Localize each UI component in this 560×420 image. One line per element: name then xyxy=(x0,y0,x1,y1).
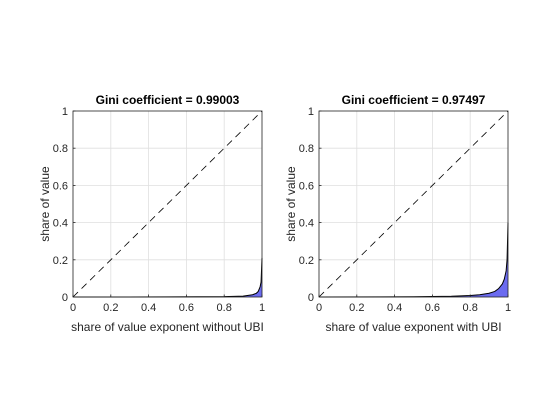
x-axis-label: share of value exponent without UBI xyxy=(71,320,264,334)
y-tick-label: 1 xyxy=(62,106,68,118)
y-tick-label: 0.4 xyxy=(53,218,68,230)
chart-title: Gini coefficient = 0.97497 xyxy=(342,93,486,107)
y-tick-label: 0.6 xyxy=(53,180,68,192)
y-tick-label: 1 xyxy=(308,106,314,118)
equality-line xyxy=(72,110,263,298)
chart-panel-without-ubi: Gini coefficient = 0.99003 share of valu… xyxy=(38,93,265,334)
axes-box xyxy=(318,110,509,298)
x-tick-label: 0.6 xyxy=(425,302,440,314)
x-tick-label: 0.4 xyxy=(141,302,156,314)
y-tick-label: 0.2 xyxy=(299,255,314,267)
y-tick-label: 0 xyxy=(308,292,314,304)
x-tick-label: 1 xyxy=(505,302,511,314)
y-axis-label: share of value xyxy=(284,166,298,242)
equality-line xyxy=(318,110,509,298)
y-tick-label: 0.6 xyxy=(299,180,314,192)
axes-box xyxy=(72,110,263,298)
x-tick-label: 0 xyxy=(70,302,76,314)
y-tick-label: 0.8 xyxy=(299,143,314,155)
y-tick-label: 0.8 xyxy=(53,143,68,155)
y-tick-label: 0.4 xyxy=(299,218,314,230)
lorenz-curve-line xyxy=(318,222,509,298)
x-tick-label: 0.8 xyxy=(463,302,478,314)
y-tick-label: 0.2 xyxy=(53,255,68,267)
x-tick-label: 0 xyxy=(316,302,322,314)
x-tick-label: 0.6 xyxy=(179,302,194,314)
y-axis-label: share of value xyxy=(38,166,52,242)
chart-panel-with-ubi: Gini coefficient = 0.97497 share of valu… xyxy=(284,93,511,334)
x-tick-label: 0.2 xyxy=(103,302,118,314)
x-tick-label: 0.8 xyxy=(217,302,232,314)
x-tick-label: 1 xyxy=(259,302,265,314)
x-tick-label: 0.4 xyxy=(387,302,402,314)
x-axis-label: share of value exponent with UBI xyxy=(325,320,501,334)
y-tick-label: 0 xyxy=(62,292,68,304)
chart-title: Gini coefficient = 0.99003 xyxy=(96,93,240,107)
x-tick-label: 0.2 xyxy=(349,302,364,314)
